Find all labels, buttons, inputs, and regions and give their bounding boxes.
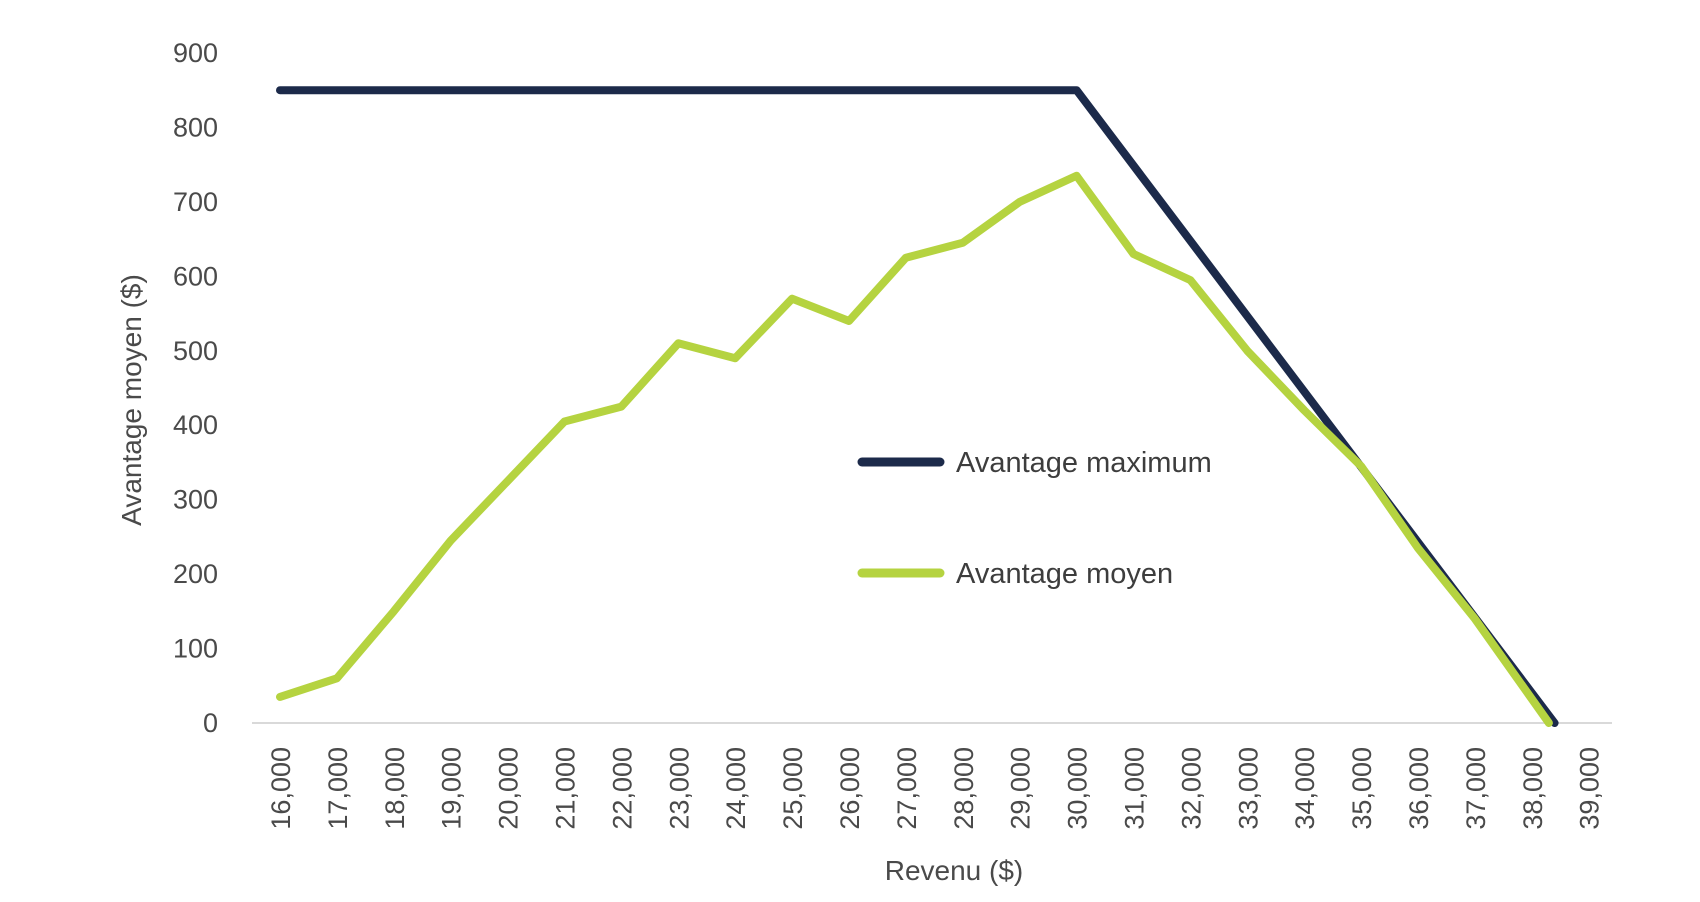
x-tick-label: 16,000	[266, 747, 296, 830]
series-line-avantage-moyen	[276, 171, 1553, 727]
y-axis-title: Avantage moyen ($)	[116, 274, 147, 526]
x-tick-label: 25,000	[778, 747, 808, 830]
legend: Avantage maximum Avantage moyen	[857, 447, 1212, 590]
x-tick-label: 17,000	[323, 747, 353, 830]
x-tick-label: 19,000	[437, 747, 467, 830]
x-tick-label: 35,000	[1347, 747, 1377, 830]
x-tick-label: 29,000	[1006, 747, 1036, 830]
y-tick-label: 800	[173, 112, 218, 142]
legend-label: Avantage maximum	[956, 447, 1212, 479]
y-axis-ticks: 0 100 200 300 400 500 600 700 800 900	[173, 38, 218, 738]
x-tick-label: 32,000	[1176, 747, 1206, 830]
x-axis-title: Revenu ($)	[885, 855, 1024, 886]
series-line-avantage-maximum	[276, 86, 1559, 727]
y-tick-label: 100	[173, 634, 218, 664]
y-tick-label: 500	[173, 336, 218, 366]
series-layer	[276, 86, 1559, 727]
x-tick-label: 31,000	[1120, 747, 1150, 830]
y-tick-label: 400	[173, 410, 218, 440]
y-tick-label: 200	[173, 559, 218, 589]
x-tick-label: 30,000	[1063, 747, 1093, 830]
x-tick-label: 34,000	[1290, 747, 1320, 830]
x-tick-label: 27,000	[892, 747, 922, 830]
x-axis-ticks: 16,000 17,000 18,000 19,000 20,000 21,000 22,0…	[266, 747, 1605, 830]
x-tick-label: 38,000	[1518, 747, 1548, 830]
y-tick-label: 0	[203, 708, 218, 738]
y-tick-label: 600	[173, 261, 218, 291]
x-tick-label: 18,000	[380, 747, 410, 830]
x-tick-label: 33,000	[1233, 747, 1263, 830]
legend-label: Avantage moyen	[956, 558, 1173, 590]
x-tick-label: 24,000	[721, 747, 751, 830]
x-tick-label: 23,000	[664, 747, 694, 830]
x-tick-label: 26,000	[835, 747, 865, 830]
x-tick-label: 22,000	[607, 747, 637, 830]
x-tick-label: 39,000	[1575, 747, 1605, 830]
x-tick-label: 21,000	[551, 747, 581, 830]
x-tick-label: 28,000	[949, 747, 979, 830]
x-tick-label: 20,000	[494, 747, 524, 830]
y-tick-label: 300	[173, 485, 218, 515]
x-tick-label: 37,000	[1461, 747, 1491, 830]
x-tick-label: 36,000	[1404, 747, 1434, 830]
y-tick-label: 900	[173, 38, 218, 68]
y-tick-label: 700	[173, 187, 218, 217]
